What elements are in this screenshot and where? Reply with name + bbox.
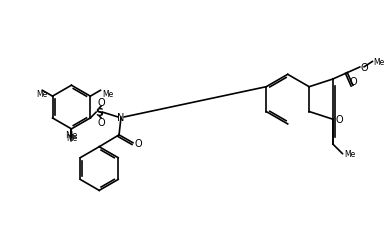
- Text: Me: Me: [37, 90, 48, 99]
- Text: O: O: [97, 117, 105, 127]
- Text: O: O: [135, 138, 142, 148]
- Text: O: O: [97, 98, 105, 108]
- Text: S: S: [95, 108, 103, 118]
- Text: Me: Me: [345, 150, 356, 159]
- Text: Me: Me: [65, 130, 78, 139]
- Text: N: N: [117, 112, 125, 122]
- Text: O: O: [349, 77, 357, 87]
- Text: Me: Me: [103, 90, 114, 99]
- Text: O: O: [361, 63, 369, 73]
- Text: Me: Me: [374, 57, 385, 67]
- Text: O: O: [336, 115, 344, 125]
- Text: Me: Me: [66, 133, 77, 142]
